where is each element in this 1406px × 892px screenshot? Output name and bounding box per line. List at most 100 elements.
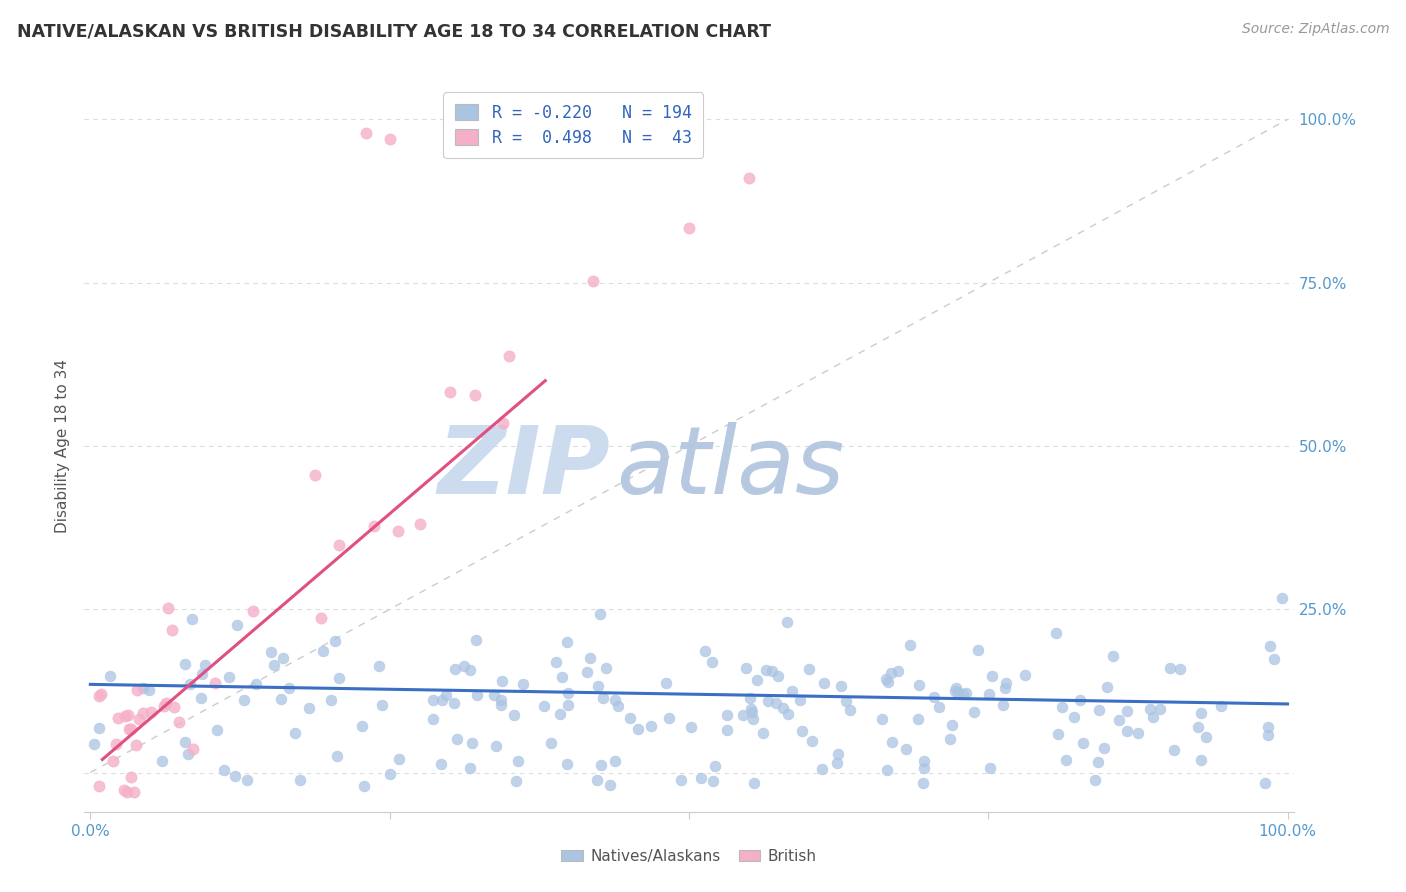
Point bbox=[224, 769, 246, 783]
Point bbox=[872, 712, 894, 726]
Point bbox=[1258, 639, 1281, 653]
Point bbox=[512, 677, 534, 691]
Point bbox=[578, 651, 600, 665]
Text: NATIVE/ALASKAN VS BRITISH DISABILITY AGE 18 TO 34 CORRELATION CHART: NATIVE/ALASKAN VS BRITISH DISABILITY AGE… bbox=[17, 22, 770, 40]
Point bbox=[681, 720, 703, 734]
Point bbox=[752, 725, 775, 739]
Point bbox=[150, 754, 173, 768]
Point bbox=[489, 698, 512, 713]
Point bbox=[194, 657, 217, 672]
Point bbox=[422, 693, 444, 707]
Point bbox=[811, 763, 834, 777]
Point bbox=[444, 662, 467, 676]
Point bbox=[181, 742, 204, 756]
Point bbox=[298, 700, 321, 714]
Point bbox=[1084, 772, 1107, 787]
Point bbox=[1189, 706, 1212, 720]
Point bbox=[482, 688, 505, 702]
Point bbox=[690, 772, 713, 786]
Text: ZIP: ZIP bbox=[437, 422, 610, 514]
Point bbox=[1253, 776, 1275, 790]
Point bbox=[430, 693, 453, 707]
Point bbox=[1149, 702, 1171, 716]
Point bbox=[174, 735, 197, 749]
Point bbox=[540, 736, 562, 750]
Point bbox=[924, 690, 946, 705]
Point bbox=[1050, 700, 1073, 714]
Point bbox=[575, 665, 598, 679]
Point bbox=[898, 638, 921, 652]
Text: Source: ZipAtlas.com: Source: ZipAtlas.com bbox=[1241, 22, 1389, 37]
Point bbox=[894, 741, 917, 756]
Point bbox=[790, 724, 813, 739]
Point bbox=[952, 687, 974, 701]
Point bbox=[1102, 648, 1125, 663]
Point bbox=[1257, 720, 1279, 734]
Point bbox=[492, 416, 515, 430]
Point bbox=[378, 132, 401, 146]
Point bbox=[703, 758, 725, 772]
Point bbox=[963, 705, 986, 719]
Point bbox=[155, 696, 177, 710]
Point bbox=[503, 708, 526, 723]
Point bbox=[789, 693, 811, 707]
Point bbox=[304, 468, 326, 483]
Point bbox=[761, 664, 783, 678]
Point bbox=[912, 761, 935, 775]
Point bbox=[461, 736, 484, 750]
Point bbox=[907, 712, 929, 726]
Point bbox=[555, 635, 578, 649]
Point bbox=[776, 707, 799, 722]
Point bbox=[912, 754, 935, 768]
Point bbox=[190, 691, 212, 706]
Point bbox=[1087, 755, 1109, 769]
Point bbox=[619, 711, 641, 725]
Point bbox=[801, 734, 824, 748]
Point bbox=[1168, 661, 1191, 675]
Point bbox=[464, 388, 486, 402]
Point bbox=[179, 676, 201, 690]
Point bbox=[177, 747, 200, 761]
Point bbox=[464, 633, 486, 648]
Point bbox=[1159, 661, 1181, 675]
Point bbox=[309, 611, 332, 625]
Point bbox=[212, 764, 235, 778]
Point bbox=[160, 623, 183, 637]
Point bbox=[485, 739, 508, 753]
Point bbox=[169, 714, 191, 729]
Point bbox=[242, 604, 264, 618]
Point bbox=[588, 679, 610, 693]
Point bbox=[181, 612, 204, 626]
Point bbox=[755, 664, 778, 678]
Point bbox=[627, 723, 650, 737]
Point bbox=[745, 673, 768, 687]
Point bbox=[765, 696, 787, 710]
Point bbox=[138, 683, 160, 698]
Point bbox=[98, 669, 121, 683]
Point bbox=[981, 669, 1004, 683]
Point bbox=[120, 723, 142, 737]
Point bbox=[328, 538, 350, 552]
Y-axis label: Disability Age 18 to 34: Disability Age 18 to 34 bbox=[55, 359, 70, 533]
Point bbox=[557, 698, 579, 712]
Point bbox=[128, 712, 150, 726]
Point bbox=[127, 683, 149, 698]
Point bbox=[740, 690, 762, 705]
Point bbox=[1054, 753, 1077, 767]
Point bbox=[371, 698, 394, 712]
Point bbox=[887, 664, 910, 678]
Point bbox=[204, 675, 226, 690]
Point bbox=[353, 779, 375, 793]
Point bbox=[555, 757, 578, 772]
Point bbox=[1045, 625, 1067, 640]
Point bbox=[489, 693, 512, 707]
Point bbox=[114, 783, 136, 797]
Point bbox=[756, 694, 779, 708]
Point bbox=[1071, 736, 1094, 750]
Point bbox=[225, 618, 247, 632]
Point bbox=[367, 659, 389, 673]
Point bbox=[738, 171, 761, 186]
Point bbox=[603, 693, 626, 707]
Point bbox=[772, 701, 794, 715]
Point bbox=[491, 673, 513, 688]
